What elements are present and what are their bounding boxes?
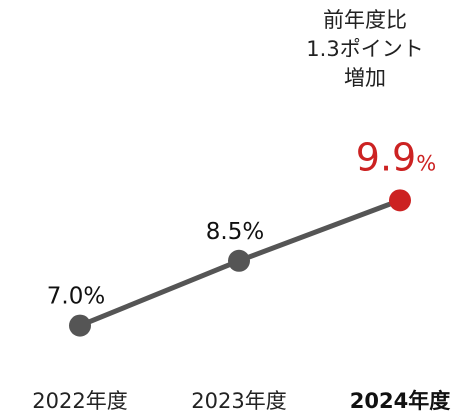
series-layer bbox=[69, 189, 411, 337]
annotation-line-3: 増加 bbox=[344, 66, 386, 90]
data-point bbox=[228, 249, 250, 272]
data-point-highlight bbox=[389, 189, 411, 212]
x-tick-label: 2022年度 bbox=[32, 389, 127, 413]
label-layer: 7.0% 8.5% 9.9% bbox=[47, 135, 436, 309]
annotation-line-2: 1.3ポイント bbox=[306, 37, 424, 61]
change-annotation: 前年度比 1.3ポイント 増加 bbox=[298, 6, 432, 93]
annotation-line-1: 前年度比 bbox=[323, 8, 407, 32]
data-label: 8.5% bbox=[206, 219, 264, 245]
data-label-highlight: 9.9% bbox=[356, 135, 436, 179]
data-label: 7.0% bbox=[47, 284, 105, 310]
x-axis: 2022年度 2023年度 2024年度 bbox=[32, 389, 450, 413]
data-label-highlight-unit: % bbox=[416, 151, 436, 175]
x-tick-label: 2024年度 bbox=[350, 389, 450, 413]
data-label-highlight-value: 9.9 bbox=[356, 135, 416, 179]
data-point bbox=[69, 314, 91, 337]
x-tick-label: 2023年度 bbox=[191, 389, 286, 413]
